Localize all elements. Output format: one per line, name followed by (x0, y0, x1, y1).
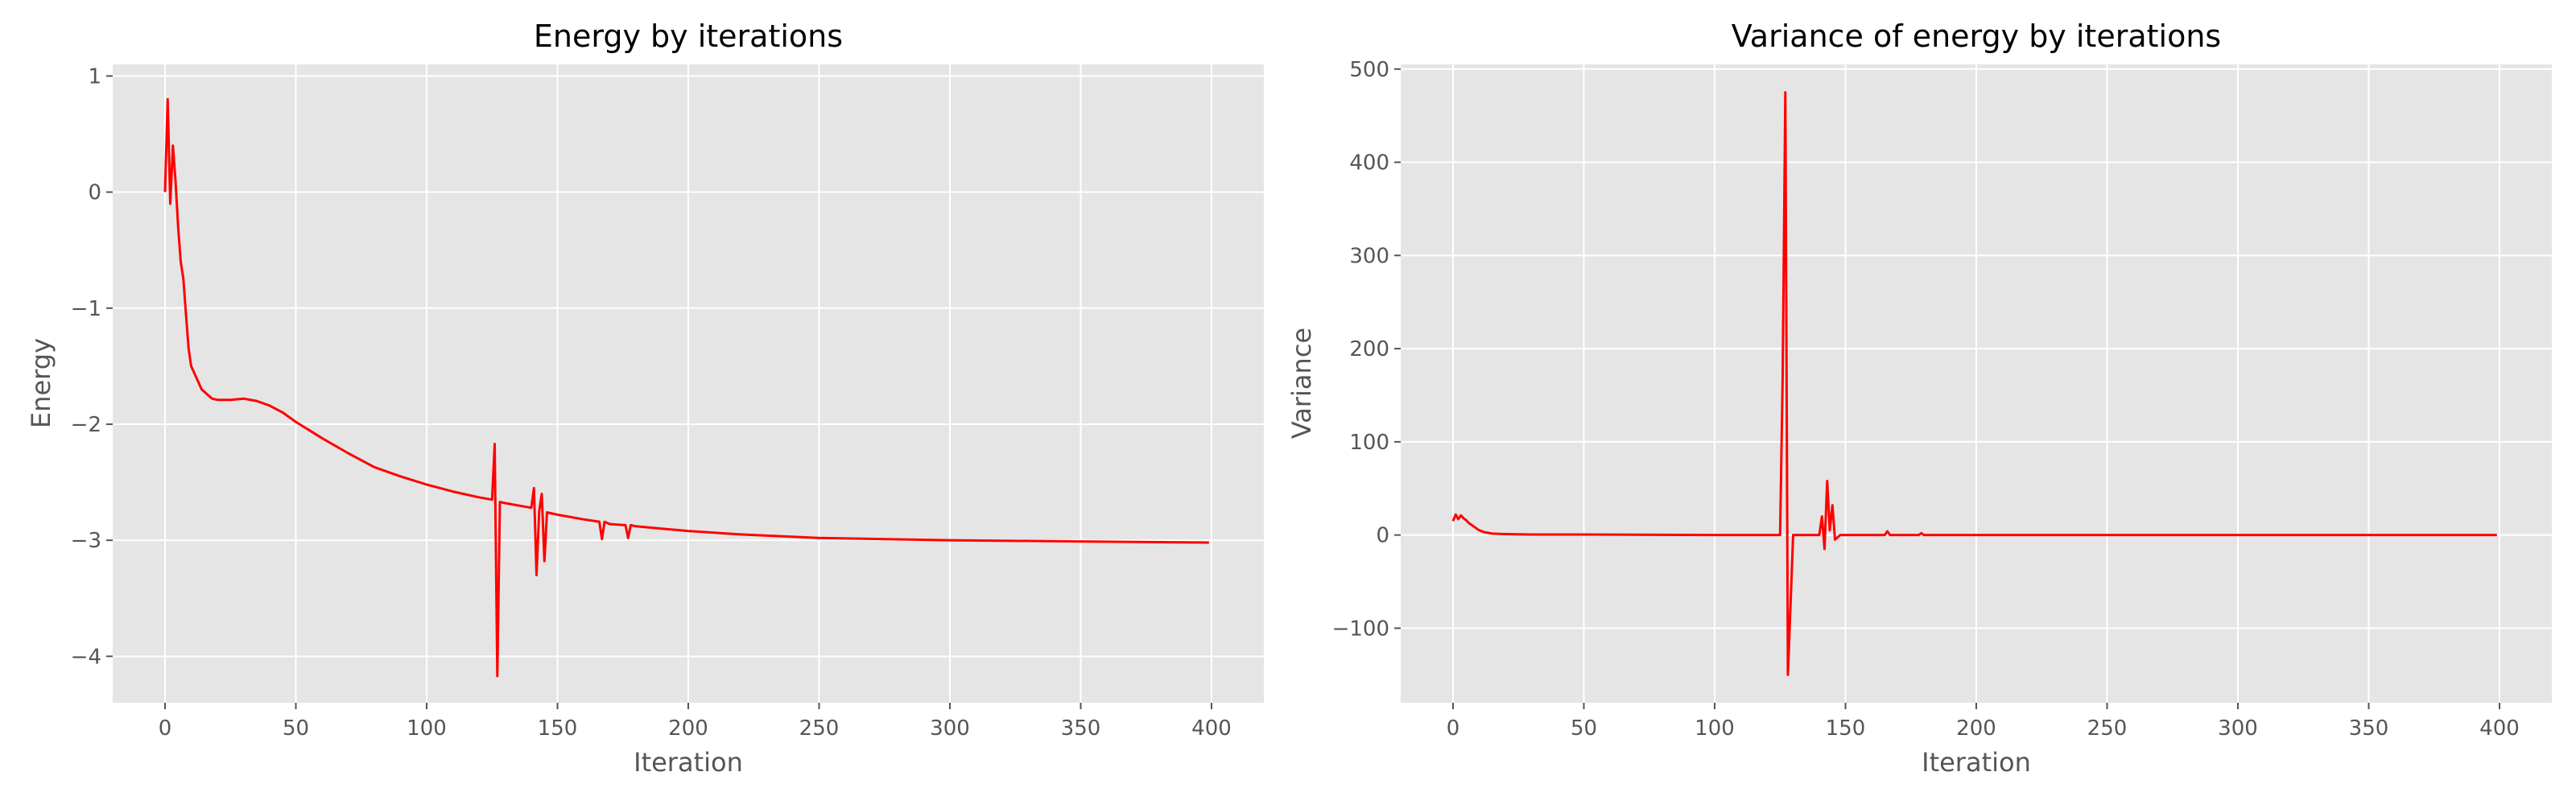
variance-x-tick-label: 150 (1826, 716, 1866, 741)
variance-ticks: 0 50 100 150 200 250 300 350 400 500 400 300 200 100 0… (1332, 58, 2520, 741)
variance-y-tick-label: 500 (1349, 58, 1389, 82)
variance-y-tick-label: 0 (1376, 524, 1389, 548)
variance-x-tick-label: 200 (1956, 716, 1996, 741)
energy-x-tick-label: 150 (538, 716, 578, 741)
energy-y-tick-label: −4 (71, 645, 101, 669)
energy-chart-title: Energy by iterations (534, 19, 843, 54)
variance-y-tick-label: 300 (1349, 244, 1389, 268)
variance-x-tick-label: 350 (2349, 716, 2389, 741)
variance-y-tick-label: 200 (1349, 337, 1389, 361)
energy-y-tick-label: −3 (71, 529, 101, 553)
variance-x-tick-label: 400 (2479, 716, 2520, 741)
variance-x-tick-label: 100 (1695, 716, 1735, 741)
variance-x-tick-label: 250 (2087, 716, 2128, 741)
energy-y-tick-label: −2 (71, 413, 101, 437)
energy-grid (113, 64, 1264, 703)
energy-x-tick-label: 350 (1061, 716, 1101, 741)
energy-y-tick-label: −1 (71, 297, 101, 321)
variance-x-tick-label: 300 (2218, 716, 2258, 741)
energy-ticks: 0 50 100 150 200 250 300 350 400 1 0 −1 −2 −3 −4 (71, 64, 1232, 741)
variance-series-line (1451, 91, 2497, 676)
energy-x-tick-label: 400 (1191, 716, 1232, 741)
energy-y-tick-label: 0 (88, 181, 101, 205)
energy-x-axis-label: Iteration (634, 747, 743, 778)
variance-x-tick-label: 0 (1447, 716, 1460, 741)
energy-chart: 0 50 100 150 200 250 300 350 400 1 0 −1 −2 −3 −4 Energ… (26, 19, 1264, 778)
variance-x-axis-label: Iteration (1922, 747, 2031, 778)
energy-x-tick-label: 300 (930, 716, 970, 741)
energy-y-axis-label: Energy (26, 338, 56, 428)
variance-y-tick-label: −100 (1332, 617, 1389, 641)
variance-y-tick-label: 100 (1349, 431, 1389, 455)
variance-x-tick-label: 50 (1571, 716, 1597, 741)
energy-x-tick-label: 250 (799, 716, 840, 741)
variance-chart-title: Variance of energy by iterations (1732, 19, 2221, 54)
variance-y-axis-label: Variance (1286, 328, 1317, 439)
energy-x-tick-label: 0 (159, 716, 172, 741)
variance-chart: 0 50 100 150 200 250 300 350 400 500 400 300 200 100 0… (1286, 19, 2552, 778)
energy-x-tick-label: 50 (283, 716, 309, 741)
energy-y-tick-label: 1 (88, 64, 101, 89)
energy-x-tick-label: 200 (668, 716, 708, 741)
variance-y-tick-label: 400 (1349, 151, 1389, 175)
energy-series-line (163, 97, 1209, 678)
energy-x-tick-label: 100 (407, 716, 447, 741)
